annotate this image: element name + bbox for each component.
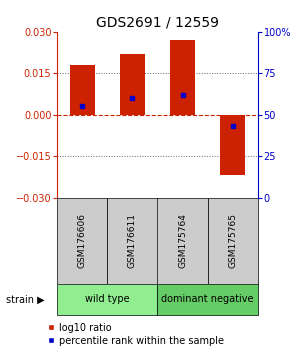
Bar [57, 284, 158, 315]
Bar [120, 54, 145, 115]
Bar [107, 198, 158, 284]
Text: strain ▶: strain ▶ [6, 295, 45, 304]
Bar [158, 198, 208, 284]
Bar [57, 198, 107, 284]
Legend: log10 ratio, percentile rank within the sample: log10 ratio, percentile rank within the … [47, 323, 224, 346]
Bar [70, 65, 95, 115]
Text: GSM176611: GSM176611 [128, 213, 137, 268]
Text: dominant negative: dominant negative [161, 295, 254, 304]
Bar [158, 284, 258, 315]
Text: GSM175765: GSM175765 [228, 213, 237, 268]
Bar [208, 198, 258, 284]
Text: GSM176606: GSM176606 [78, 213, 87, 268]
Bar [220, 115, 245, 176]
Text: GSM175764: GSM175764 [178, 213, 187, 268]
Title: GDS2691 / 12559: GDS2691 / 12559 [96, 15, 219, 29]
Text: wild type: wild type [85, 295, 130, 304]
Bar [170, 40, 195, 115]
